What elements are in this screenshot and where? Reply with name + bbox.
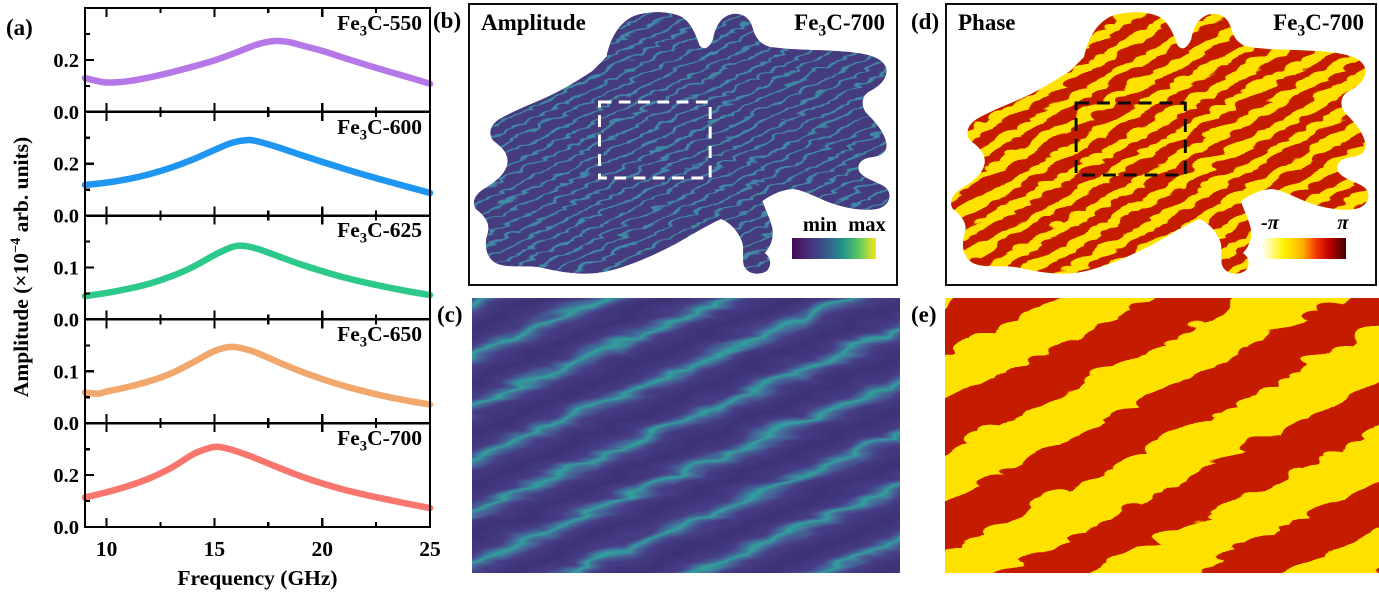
colorbar-max-label-b: max xyxy=(848,214,886,236)
panel-label-a: (a) xyxy=(6,15,33,40)
svg-text:0.0: 0.0 xyxy=(53,206,79,228)
svg-text:15: 15 xyxy=(204,537,226,561)
panel-label-b: (b) xyxy=(433,8,462,33)
svg-text:0.1: 0.1 xyxy=(53,361,79,383)
panel-label-d: (d) xyxy=(911,9,940,34)
map-sample-label-d: Fe3C-700 xyxy=(1273,10,1364,40)
map-title-amplitude: Amplitude xyxy=(481,10,586,35)
y-axis-label: Amplitude (×10−4 arb. units) xyxy=(8,136,33,398)
sample-label-700: Fe3C-700 xyxy=(337,426,422,455)
panel-a-spectra: 0.2 0.0 0.2 0.0 0.1 0.0 0.1 0.0 0.2 0.0 10 15 20 25 F… xyxy=(0,0,441,602)
sample-label-625: Fe3C-625 xyxy=(337,218,422,247)
colorbar-viridis xyxy=(792,238,876,259)
colorbar-min-label-b: min xyxy=(802,214,838,236)
svg-text:0.2: 0.2 xyxy=(53,50,79,72)
map-title-phase: Phase xyxy=(958,10,1016,35)
colorbar-pi-label: π xyxy=(1337,212,1349,234)
svg-text:20: 20 xyxy=(311,537,333,561)
colorbar-minus-pi-label: -π xyxy=(1260,212,1280,234)
svg-text:0.1: 0.1 xyxy=(53,258,79,280)
svg-text:0.0: 0.0 xyxy=(53,517,79,539)
panel-label-e: (e) xyxy=(911,302,937,327)
svg-text:10: 10 xyxy=(96,537,118,561)
svg-text:0.2: 0.2 xyxy=(53,465,79,487)
panel-label-c: (c) xyxy=(437,302,463,327)
spectra-plot: 0.2 0.0 0.2 0.0 0.1 0.0 0.1 0.0 0.2 0.0 10 15 20 25 xyxy=(53,6,441,561)
map-sample-label-b: Fe3C-700 xyxy=(794,10,885,40)
panel-d-phase-map: Phase Fe3C-700 -π π xyxy=(945,3,1377,286)
colorbar-phase xyxy=(1262,238,1346,259)
panel-c-amplitude-zoom xyxy=(472,298,900,573)
amplitude-zoom-image xyxy=(472,298,900,573)
panel-b-amplitude-map: Amplitude Fe3C-700 min max xyxy=(468,3,898,286)
x-axis-label: Frequency (GHz) xyxy=(177,566,338,590)
svg-text:25: 25 xyxy=(419,537,441,561)
amplitude-map-image xyxy=(474,12,890,274)
sample-label-600: Fe3C-600 xyxy=(337,115,422,144)
zoom-region-box-b xyxy=(597,100,712,180)
phase-map-image xyxy=(951,12,1369,274)
svg-text:0.0: 0.0 xyxy=(53,309,79,331)
svg-text:0.0: 0.0 xyxy=(53,102,79,124)
sample-label-550: Fe3C-550 xyxy=(337,11,422,40)
svg-text:0.0: 0.0 xyxy=(53,413,79,435)
phase-zoom-image xyxy=(945,298,1379,573)
panel-e-phase-zoom xyxy=(945,298,1379,573)
sample-label-650: Fe3C-650 xyxy=(337,322,422,351)
svg-text:0.2: 0.2 xyxy=(53,154,79,176)
